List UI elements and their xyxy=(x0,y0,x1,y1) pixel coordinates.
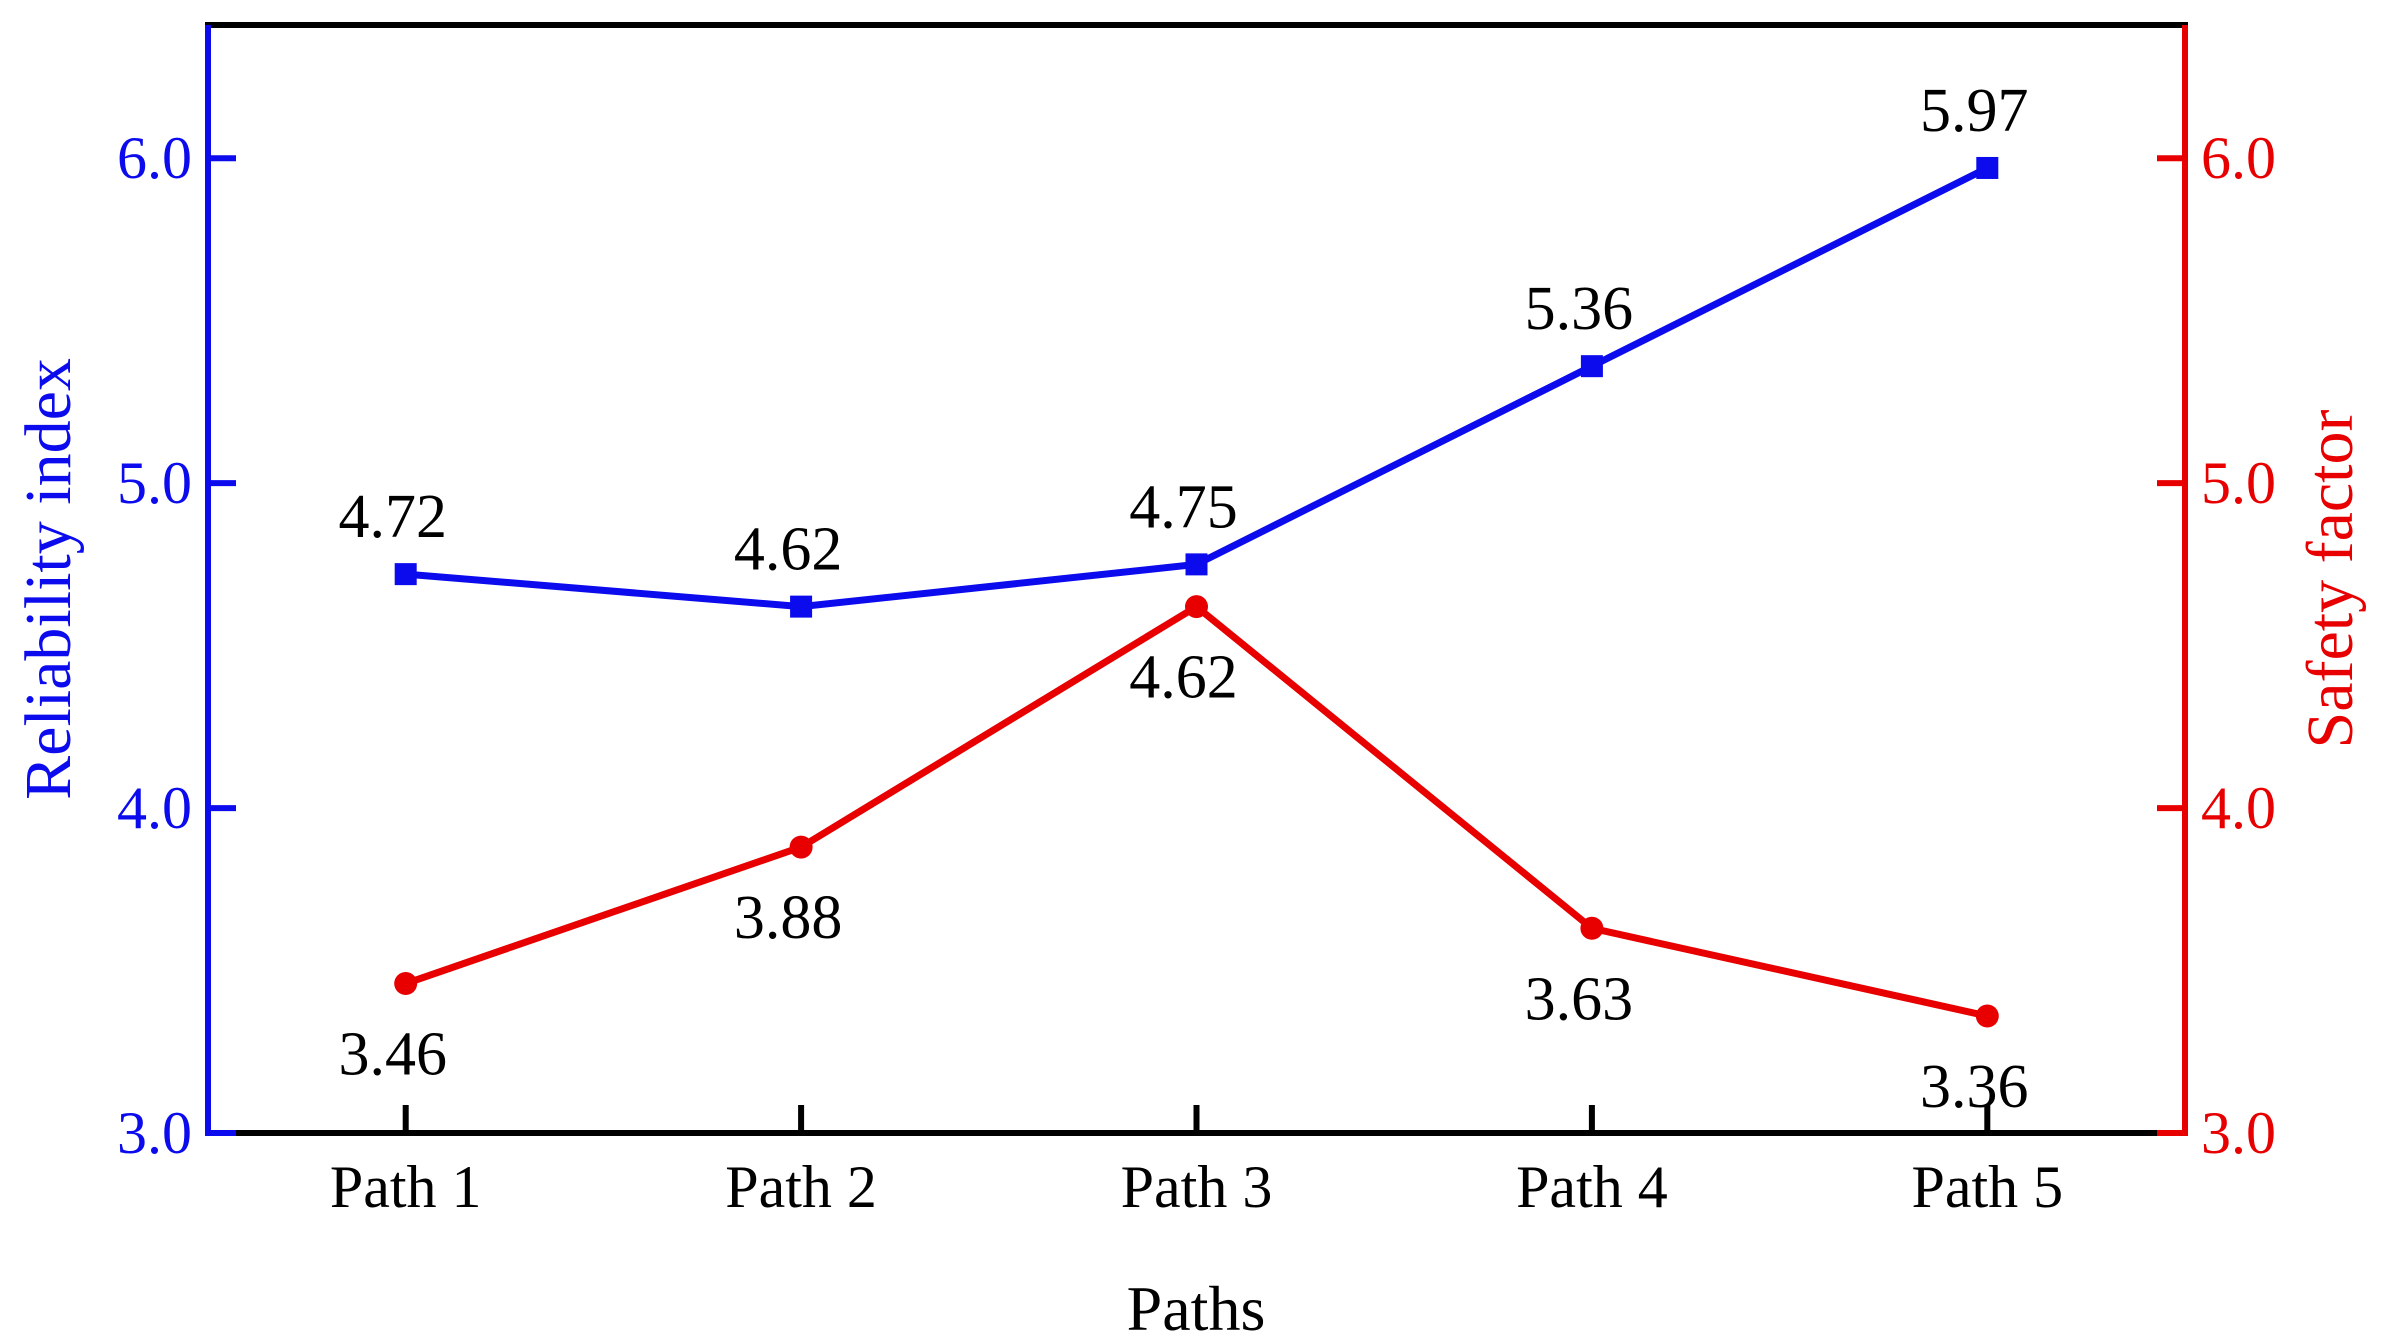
left-axis-title: Reliability index xyxy=(12,358,85,800)
x-axis-category-label: Path 2 xyxy=(725,1154,877,1220)
y-axis-left-tick-label: 5.0 xyxy=(117,450,192,516)
y-axis-right-tick-label: 4.0 xyxy=(2201,775,2276,841)
y-axis-right-tick-label: 3.0 xyxy=(2201,1100,2276,1166)
data-point-label: 4.62 xyxy=(1129,644,1238,712)
x-axis-title: Paths xyxy=(1127,1273,1266,1335)
data-point-label: 4.75 xyxy=(1129,473,1238,541)
data-point-label: 5.36 xyxy=(1525,275,1634,343)
data-point-label: 5.97 xyxy=(1920,77,2029,145)
data-point-label: 3.36 xyxy=(1920,1053,2029,1121)
y-axis-left-tick-label: 4.0 xyxy=(117,775,192,841)
marker-square xyxy=(790,595,813,618)
y-axis-left-tick-label: 3.0 xyxy=(117,1100,192,1166)
data-point-label: 3.63 xyxy=(1525,965,1634,1033)
marker-circle xyxy=(1580,916,1604,940)
x-axis-category-label: Path 1 xyxy=(330,1154,482,1220)
x-axis-category-label: Path 4 xyxy=(1516,1154,1668,1220)
marker-circle xyxy=(789,835,813,859)
y-axis-right-tick-label: 5.0 xyxy=(2201,450,2276,516)
data-point-label: 3.88 xyxy=(734,884,843,952)
right-axis-title: Safety factor xyxy=(2294,409,2367,748)
y-axis-right-tick-label: 6.0 xyxy=(2201,125,2276,191)
marker-circle xyxy=(1975,1004,1999,1028)
data-point-label: 4.62 xyxy=(734,516,843,584)
marker-square xyxy=(1580,355,1603,378)
y-axis-left-tick-label: 6.0 xyxy=(117,125,192,191)
data-point-label: 3.46 xyxy=(338,1021,447,1089)
data-point-label: 4.72 xyxy=(338,483,447,551)
x-axis-category-label: Path 5 xyxy=(1911,1154,2063,1220)
marker-square xyxy=(394,563,417,586)
marker-square xyxy=(1185,553,1208,576)
plot-area: 3.0 4.0 5.0 6.0 3.0 4.0 5.0 6.0 Path 1 Path 2 Path… xyxy=(117,22,2276,1220)
marker-circle xyxy=(1185,595,1208,619)
x-axis-category-label: Path 3 xyxy=(1121,1154,1273,1220)
marker-circle xyxy=(394,972,418,996)
marker-square xyxy=(1976,156,1999,179)
